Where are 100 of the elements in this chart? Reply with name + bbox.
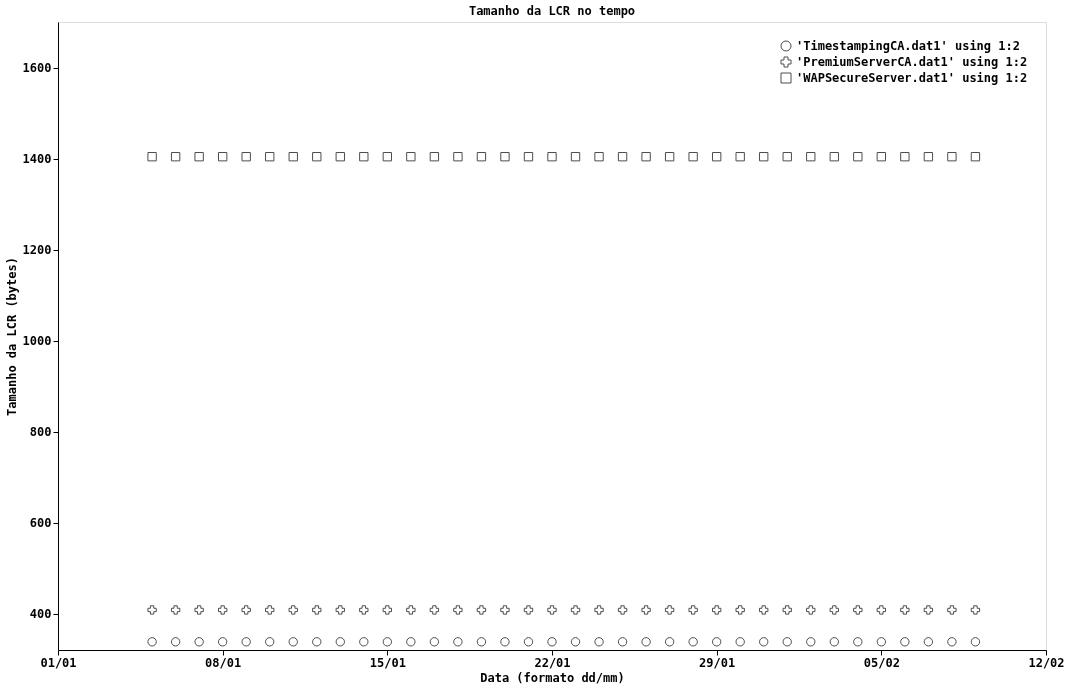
point [382,637,393,647]
point [782,152,792,162]
point [312,605,322,615]
y-tick-label: 600 [29,516,52,531]
point [876,152,887,162]
point [265,605,275,615]
point [853,605,863,615]
point [806,605,816,615]
point [170,152,181,162]
x-axis-title: Data (formato dd/mm) [480,670,625,685]
point [453,637,463,647]
point [429,152,440,162]
point [594,605,604,615]
point [923,605,934,615]
point [594,152,604,162]
point [853,152,863,162]
point [664,637,675,647]
point [523,605,534,615]
point [923,152,934,162]
point [970,152,981,162]
point [617,637,628,647]
point [241,152,251,162]
x-tick-label: 08/01 [205,655,242,670]
x-tick-label: 22/01 [534,655,571,670]
point [947,637,957,647]
point [217,152,228,162]
point [711,152,722,162]
point [217,605,228,615]
point [241,637,251,647]
point [782,637,792,647]
point [453,605,463,615]
point [759,605,769,615]
y-tick-label: 1400 [22,152,52,167]
point [947,605,957,615]
x-tick-label: 05/02 [863,655,900,670]
point [570,605,581,615]
point [500,605,510,615]
point [429,605,440,615]
point [194,637,204,647]
point [523,152,534,162]
chart-title: Tamanho da LCR no tempo [468,4,636,18]
point [900,637,910,647]
point [359,637,369,647]
x-tick-label: 29/01 [699,655,736,670]
point [806,637,816,647]
point [406,637,416,647]
y-tick-label: 800 [29,425,52,440]
point [900,152,910,162]
point [735,637,745,647]
point [335,605,345,615]
point [476,152,487,162]
point [382,605,393,615]
point [664,605,675,615]
point [312,637,322,647]
y-tick-label: 1000 [22,334,52,349]
point [382,152,393,162]
point [500,152,510,162]
point [853,637,863,647]
point [641,605,651,615]
point [829,152,839,162]
point [147,605,157,615]
point [288,152,298,162]
point [288,637,298,647]
x-tick-label: 15/01 [369,655,406,670]
point [900,605,910,615]
point [476,637,487,647]
point [970,605,981,615]
legend-label: 'TimestampingCA.dat1' using 1:2 [796,39,1020,53]
point [359,605,369,615]
point [147,637,157,647]
point [194,152,204,162]
point [170,605,181,615]
x-tick-label: 12/02 [1028,655,1065,670]
point [688,605,698,615]
point [876,605,887,615]
point [947,152,957,162]
point [547,152,557,162]
point [711,605,722,615]
point [688,637,698,647]
point [335,152,345,162]
point [547,605,557,615]
point [288,605,298,615]
point [359,152,369,162]
point [570,152,581,162]
point [664,152,675,162]
legend-label: 'PremiumServerCA.dat1' using 1:2 [796,55,1028,69]
point [923,637,934,647]
point [735,152,745,162]
point [147,152,157,162]
x-tick-label: 01/01 [40,655,77,670]
y-tick-label: 1600 [22,61,52,76]
point [759,637,769,647]
point [500,637,510,647]
point [312,152,322,162]
point [876,637,887,647]
point [217,637,228,647]
point [406,152,416,162]
y-axis-title: Tamanho da LCR (bytes) [4,257,19,416]
point [641,152,651,162]
point [829,605,839,615]
